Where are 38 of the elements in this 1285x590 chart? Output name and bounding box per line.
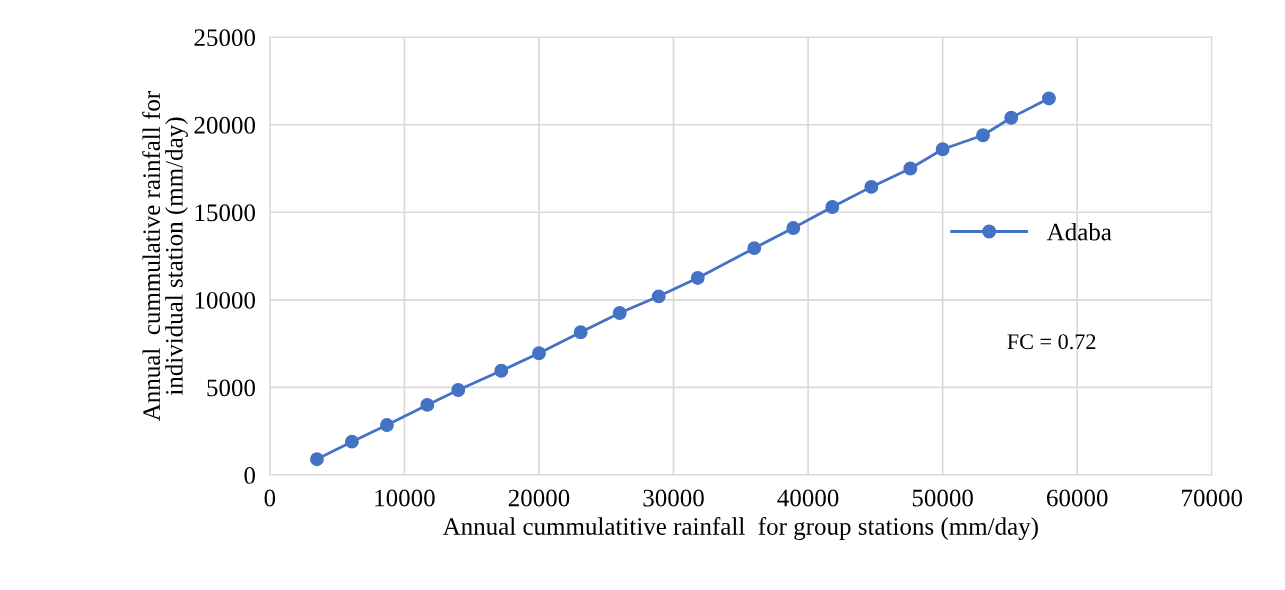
y-tick-label: 0	[244, 467, 256, 484]
point	[864, 179, 879, 194]
x-tick-label: 30000	[643, 489, 704, 507]
legend-label: Adaba	[1046, 222, 1112, 241]
x-tick-label: 50000	[912, 489, 973, 507]
x-tick-label: 60000	[1047, 489, 1108, 507]
point	[976, 128, 990, 143]
x-axis-title: Annual cummulatitive rainfall for group stations (mm/day)	[442, 517, 1038, 541]
y-tick-label: 15000	[195, 204, 256, 222]
annotation: FC = 0.72	[1007, 334, 1096, 350]
x-tick-label: 70000	[1182, 489, 1243, 507]
point	[310, 452, 324, 467]
point	[1004, 110, 1019, 125]
y-tick-label: 25000	[194, 29, 256, 47]
point	[935, 142, 950, 157]
y-axis-title: Annual cummulative rainfall for individual station (mm/day)	[142, 91, 188, 422]
point	[379, 418, 394, 432]
point	[344, 434, 359, 449]
point	[747, 241, 762, 256]
point	[786, 221, 801, 235]
x-tick-label: 10000	[375, 489, 435, 507]
x-tick-label: 40000	[777, 489, 839, 507]
y-tick-label: 20000	[194, 116, 256, 134]
point	[903, 161, 918, 176]
point	[573, 325, 588, 340]
y-tick-label: 5000	[207, 379, 256, 397]
y-tick-label: 10000	[195, 291, 256, 309]
point	[651, 289, 666, 304]
point	[532, 346, 546, 361]
point	[825, 200, 840, 214]
x-tick-label: 20000	[508, 489, 570, 507]
x-tick-label: 0	[264, 489, 276, 507]
point	[612, 306, 627, 320]
point	[451, 383, 466, 397]
point	[1041, 91, 1056, 106]
point	[690, 271, 705, 285]
point	[420, 397, 435, 412]
point	[494, 363, 509, 378]
